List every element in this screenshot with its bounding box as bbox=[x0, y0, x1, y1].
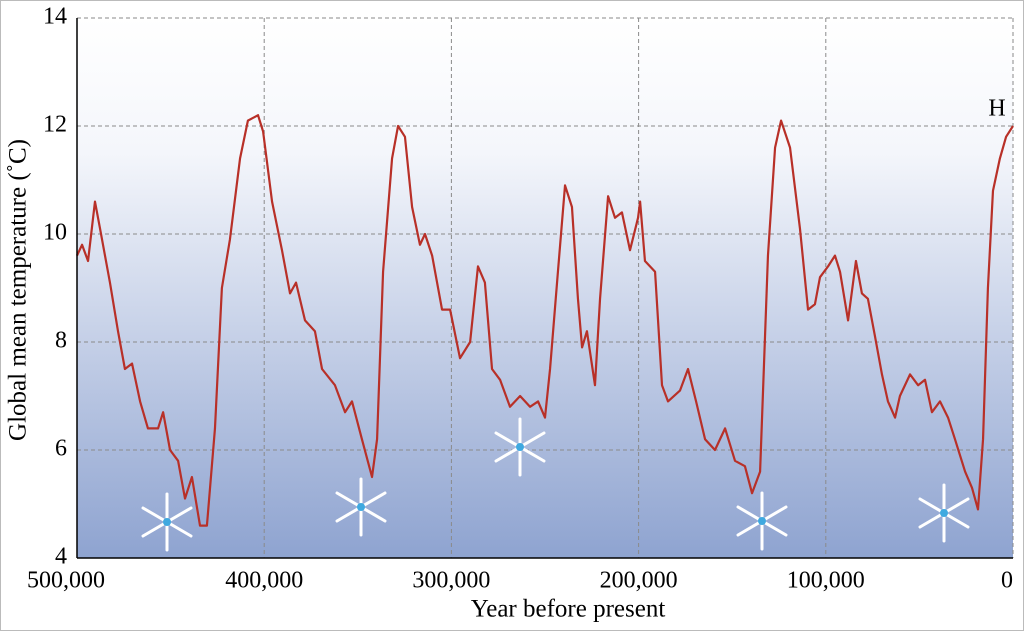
x-tick-label: 0 bbox=[1001, 568, 1013, 594]
y-tick-label: 6 bbox=[55, 436, 67, 462]
plot-background bbox=[77, 18, 1013, 558]
x-tick-label: 100,000 bbox=[787, 568, 865, 594]
y-tick-label: 14 bbox=[43, 4, 67, 30]
y-tick-label: 10 bbox=[43, 220, 67, 246]
x-axis-title: Year before present bbox=[471, 596, 666, 623]
x-tick-label: 200,000 bbox=[600, 568, 678, 594]
y-tick-label: 4 bbox=[55, 544, 67, 570]
temperature-line bbox=[76, 114, 1014, 527]
y-tick-label: 8 bbox=[55, 328, 67, 354]
marks bbox=[76, 114, 1014, 527]
y-tick-label: 12 bbox=[43, 112, 67, 138]
x-tick-label: 500,000 bbox=[27, 568, 105, 594]
annotation: H bbox=[988, 96, 1005, 122]
y-axis-title: Global mean temperature (˚C) bbox=[5, 139, 32, 441]
x-tick-label: 300,000 bbox=[412, 568, 490, 594]
x-tick-label: 400,000 bbox=[225, 568, 303, 594]
